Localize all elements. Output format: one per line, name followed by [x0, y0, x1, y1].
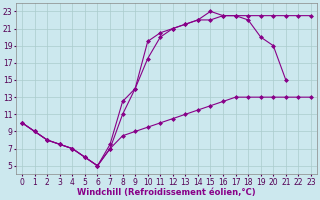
- X-axis label: Windchill (Refroidissement éolien,°C): Windchill (Refroidissement éolien,°C): [77, 188, 256, 197]
